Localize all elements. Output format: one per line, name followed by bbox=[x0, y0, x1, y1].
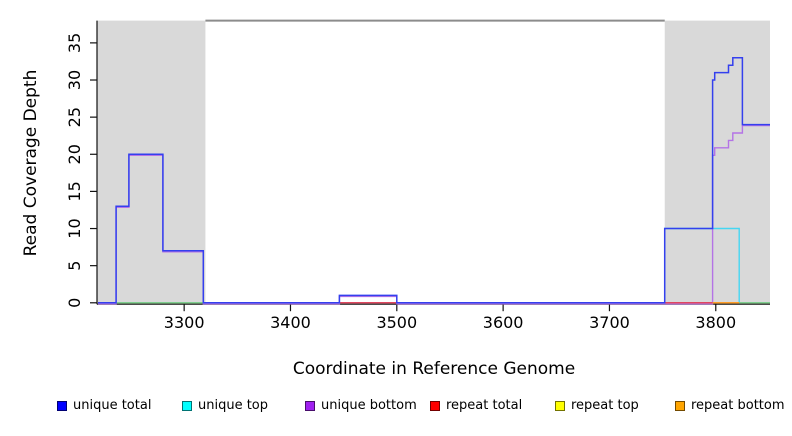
legend-item-repeat-bottom: repeat bottom bbox=[675, 399, 785, 413]
legend-item-unique-top: unique top bbox=[182, 399, 268, 413]
y-tick-label: 25 bbox=[65, 107, 84, 127]
x-tick-label: 3400 bbox=[270, 313, 311, 332]
y-tick-label: 15 bbox=[65, 181, 84, 201]
y-tick-label: 5 bbox=[65, 261, 84, 271]
legend-label: repeat top bbox=[571, 398, 639, 413]
x-tick-label: 3700 bbox=[589, 313, 630, 332]
y-axis-title: Read Coverage Depth bbox=[21, 69, 41, 257]
x-axis-title: Coordinate in Reference Genome bbox=[292, 359, 576, 379]
legend-label: repeat bottom bbox=[691, 398, 785, 413]
legend-swatch-icon bbox=[57, 401, 67, 411]
y-tick-label: 20 bbox=[65, 144, 84, 164]
y-tick-label: 35 bbox=[65, 33, 84, 53]
legend-item-unique-total: unique total bbox=[57, 399, 151, 413]
legend-label: repeat total bbox=[446, 398, 523, 413]
shaded-region-right bbox=[664, 20, 770, 305]
legend-label: unique top bbox=[198, 398, 269, 413]
legend-swatch-icon bbox=[555, 401, 565, 411]
x-tick-label: 3600 bbox=[483, 313, 524, 332]
y-tick-label: 30 bbox=[65, 70, 84, 90]
legend-swatch-icon bbox=[182, 401, 192, 411]
legend-label: unique bottom bbox=[321, 398, 417, 413]
x-tick-label: 3800 bbox=[695, 313, 736, 332]
legend-item-repeat-top: repeat top bbox=[555, 399, 639, 413]
legend: unique total unique top unique bottom repea… bbox=[0, 399, 792, 417]
legend-label: unique total bbox=[73, 398, 152, 413]
legend-item-repeat-total: repeat total bbox=[430, 399, 522, 413]
y-tick-label: 10 bbox=[65, 218, 84, 238]
y-tick-label: 0 bbox=[65, 298, 84, 308]
legend-swatch-icon bbox=[675, 401, 685, 411]
shaded-region-left bbox=[97, 20, 206, 305]
series-unique-total bbox=[98, 56, 770, 304]
legend-swatch-icon bbox=[305, 401, 315, 411]
legend-item-unique-bottom: unique bottom bbox=[305, 399, 417, 413]
legend-swatch-icon bbox=[430, 401, 440, 411]
x-tick-label: 3500 bbox=[376, 313, 417, 332]
x-tick-label: 3300 bbox=[164, 313, 205, 332]
